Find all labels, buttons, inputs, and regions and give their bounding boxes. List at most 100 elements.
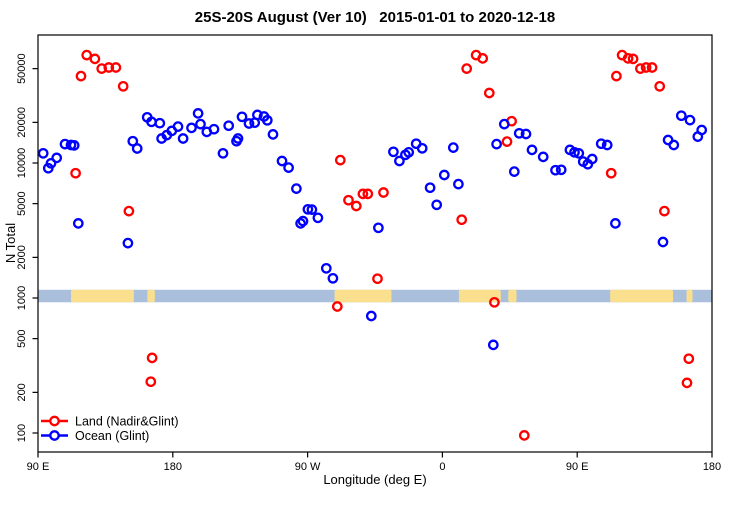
data-point-land: [489, 296, 500, 308]
map-band-land: [686, 289, 693, 303]
data-point-land: [477, 53, 489, 64]
x-tick-label: 180: [164, 461, 182, 473]
data-point-ocean: [595, 138, 607, 150]
data-point-land: [654, 80, 666, 92]
data-point-ocean: [586, 153, 598, 165]
data-point-ocean: [232, 133, 244, 144]
data-point-ocean: [513, 127, 525, 139]
data-point-land: [110, 62, 122, 73]
data-point-ocean: [438, 169, 450, 181]
data-point-land: [611, 70, 622, 82]
data-point-ocean: [373, 222, 384, 234]
data-point-ocean: [312, 212, 324, 224]
data-point-ocean: [208, 123, 220, 135]
legend: Land (Nadir&Glint) Ocean (Glint): [41, 415, 179, 443]
data-point-land: [659, 205, 670, 217]
data-point-ocean: [573, 147, 585, 159]
data-point-ocean: [526, 144, 538, 156]
data-point-land: [89, 53, 101, 65]
data-point-land: [75, 70, 87, 82]
legend-label-ocean: Ocean (Glint): [75, 429, 149, 443]
data-point-land: [378, 187, 389, 198]
data-point-ocean: [131, 143, 143, 154]
series-ocean: [37, 108, 708, 351]
data-point-ocean: [236, 111, 248, 123]
y-axis-ticks: 100 200 500 1000 2000 5000 10000 20000 50000: [16, 53, 38, 442]
x-tick-label: 180: [703, 461, 721, 473]
data-point-ocean: [498, 118, 510, 130]
data-point-ocean: [223, 120, 235, 132]
data-point-land: [372, 273, 383, 285]
data-point-ocean: [195, 118, 206, 130]
data-point-land: [627, 53, 639, 65]
data-point-land: [350, 200, 362, 212]
y-tick-label: 20000: [16, 107, 28, 138]
data-point-ocean: [177, 133, 189, 144]
data-point-ocean: [550, 164, 561, 176]
chart-title: 25S-20S August (Ver 10) 2015-01-01 to 20…: [195, 9, 555, 26]
data-point-land: [518, 430, 530, 441]
data-point-ocean: [668, 139, 680, 151]
map-band-land: [334, 289, 392, 303]
data-point-land: [96, 63, 108, 74]
data-point-ocean: [186, 122, 197, 134]
data-point-ocean: [37, 147, 49, 159]
data-point-ocean: [424, 182, 436, 194]
data-point-ocean: [569, 146, 580, 158]
data-point-ocean: [657, 236, 669, 248]
map-band-land: [147, 289, 155, 303]
data-point-ocean: [72, 218, 84, 229]
data-point-land: [461, 63, 473, 74]
data-point-ocean: [297, 215, 309, 227]
y-tick-label: 50000: [16, 53, 28, 84]
data-point-ocean: [45, 157, 57, 169]
data-point-land: [635, 63, 646, 74]
data-point-ocean: [684, 114, 696, 126]
data-point-ocean: [508, 166, 520, 177]
x-tick-label: 90 W: [295, 461, 321, 473]
data-point-ocean: [537, 151, 549, 163]
data-point-land: [683, 353, 695, 365]
data-point-ocean: [327, 272, 339, 284]
y-tick-label: 5000: [16, 191, 28, 215]
data-point-ocean: [127, 135, 139, 147]
data-point-ocean: [394, 155, 405, 167]
data-point-land: [640, 62, 652, 73]
data-point-land: [501, 136, 513, 147]
data-point-ocean: [487, 339, 499, 351]
data-point-land: [103, 62, 115, 73]
map-band-land: [610, 289, 674, 303]
data-point-land: [117, 80, 129, 92]
data-point-land: [456, 214, 468, 226]
data-point-land: [331, 301, 343, 312]
y-tick-label: 500: [16, 329, 28, 347]
data-point-land: [605, 167, 617, 179]
data-point-ocean: [252, 109, 263, 121]
data-point-ocean: [447, 142, 459, 153]
data-point-ocean: [68, 140, 80, 151]
data-point-land: [483, 87, 495, 99]
x-tick-label: 90 E: [27, 461, 50, 473]
data-point-land: [646, 62, 658, 73]
map-band: [38, 289, 712, 303]
y-tick-label: 10000: [16, 148, 28, 179]
data-point-land: [123, 205, 135, 217]
data-point-ocean: [365, 310, 377, 322]
data-point-ocean: [122, 237, 134, 249]
data-point-ocean: [675, 110, 687, 122]
data-point-ocean: [276, 155, 288, 167]
data-point-ocean: [416, 142, 428, 154]
data-point-land: [681, 377, 693, 389]
legend-label-land: Land (Nadir&Glint): [75, 415, 179, 429]
data-point-land: [334, 154, 346, 166]
x-axis-label: Longitude (deg E): [323, 472, 426, 487]
data-points: [37, 49, 708, 441]
data-point-ocean: [154, 117, 166, 129]
data-point-land: [362, 188, 374, 200]
y-tick-label: 2000: [16, 245, 28, 269]
data-point-land: [81, 49, 93, 61]
data-point-ocean: [388, 146, 399, 158]
data-point-ocean: [491, 138, 502, 150]
x-tick-label: 90 E: [566, 461, 589, 473]
